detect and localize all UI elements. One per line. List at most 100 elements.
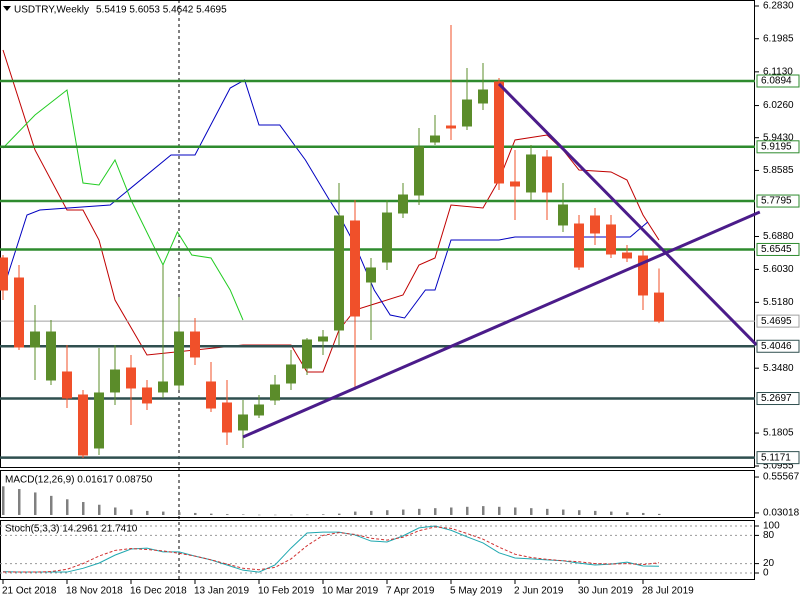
x-tick-label: 7 Apr 2019 (386, 586, 435, 597)
level-label: 5.4046 (761, 341, 792, 352)
candle-body (398, 194, 408, 214)
stoch-line (3, 526, 660, 573)
main-panel (0, 0, 755, 468)
candle-body (574, 223, 584, 268)
level-label-box (756, 194, 800, 208)
macd-bar (466, 506, 469, 515)
y-tick-label: 5.5180 (763, 297, 794, 308)
y-tick-label: 5.8585 (763, 165, 794, 176)
candle-body (78, 394, 88, 456)
candle-body (590, 215, 600, 234)
level-label: 5.7795 (761, 196, 792, 207)
macd-bar (562, 509, 565, 515)
macd-bar (338, 513, 341, 515)
macd-bar (610, 511, 613, 515)
ohlc-values: 5.5419 5.6053 5.4642 5.4695 (96, 5, 227, 16)
candle-body (542, 156, 552, 193)
macd-bar (658, 513, 661, 515)
candle-body (270, 384, 280, 401)
candle-body (414, 146, 424, 196)
x-tick-label: 2 Jun 2019 (514, 586, 564, 597)
candle-body (142, 387, 152, 404)
macd-bar (258, 514, 261, 516)
macd-bar (226, 514, 229, 515)
macd-bar (498, 506, 501, 515)
candle-body (238, 414, 248, 431)
y-tick-label: 5.1805 (763, 428, 794, 439)
x-tick-label: 21 Oct 2018 (2, 586, 57, 597)
candle-body (622, 252, 632, 259)
candle-body (110, 369, 120, 393)
macd-bar (306, 514, 309, 516)
indicator-line (2, 89, 244, 321)
macd-bar (546, 508, 549, 515)
y-tick-label: 0.55567 (763, 472, 800, 483)
y-tick-label: 0 (763, 568, 769, 579)
y-tick-label: 6.1130 (763, 66, 793, 77)
x-tick-label: 10 Feb 2019 (258, 586, 315, 597)
macd-bar (402, 509, 405, 515)
level-label-box (756, 339, 800, 353)
candle-body (462, 99, 472, 127)
candle-body (638, 255, 648, 296)
x-tick-label: 13 Jan 2019 (194, 586, 249, 597)
y-tick-label: 5.3480 (763, 363, 794, 374)
macd-bar (594, 510, 597, 515)
macd-bar (482, 506, 485, 515)
x-tick-label: 28 Jul 2019 (642, 586, 694, 597)
candle-body (30, 331, 40, 348)
macd-bar (642, 512, 645, 515)
candle-body (254, 404, 264, 416)
x-tick-label: 30 Jun 2019 (578, 586, 633, 597)
candle-body (526, 154, 536, 193)
level-label: 5.2697 (761, 393, 792, 404)
macd-bar (18, 489, 21, 515)
menu-arrow (3, 6, 11, 11)
last-price-label: 5.4695 (761, 316, 792, 327)
y-tick-label: 20 (763, 558, 775, 569)
y-tick-label: 6.2830 (763, 1, 794, 12)
candle-body (430, 135, 440, 143)
y-tick-label: 80 (763, 530, 775, 541)
indicator-line (2, 79, 649, 319)
candle-body (222, 402, 232, 433)
macd-bar (210, 513, 213, 515)
macd-bar (162, 511, 165, 515)
macd-bar (290, 514, 293, 516)
candle-body (286, 364, 296, 384)
y-tick-label: 6.0260 (763, 100, 794, 111)
macd-bar (530, 508, 533, 515)
macd-bar (322, 514, 325, 515)
candle-body (494, 81, 504, 184)
macd-panel (0, 470, 755, 518)
candle-body (606, 224, 616, 255)
trendline (497, 82, 758, 347)
macd-bar (370, 510, 373, 515)
macd-bar (50, 495, 53, 515)
candle-body (206, 381, 216, 409)
candle-body (558, 204, 568, 226)
candle-body (174, 331, 184, 386)
x-tick-label: 18 Nov 2018 (66, 586, 123, 597)
candle-body (654, 292, 664, 322)
macd-bar (114, 507, 117, 515)
last-price-label-box (756, 314, 800, 328)
candle-body (62, 371, 72, 399)
macd-bar (130, 509, 133, 515)
macd-bar (194, 512, 197, 515)
candle-body (318, 336, 328, 342)
symbol-title: USDTRY,Weekly (14, 5, 89, 16)
macd-bar (34, 492, 37, 515)
candle-body (94, 392, 104, 449)
candle-body (366, 267, 376, 283)
level-label: 5.9195 (761, 141, 792, 152)
candle-body (0, 257, 8, 291)
candle-body (158, 381, 168, 393)
indicator-line (2, 49, 660, 373)
macd-bar (418, 508, 421, 515)
macd-bar (274, 514, 277, 516)
candle-body (190, 331, 200, 358)
macd-title: MACD(12,26,9) 0.01617 0.08750 (5, 475, 153, 486)
candle-body (126, 367, 136, 389)
